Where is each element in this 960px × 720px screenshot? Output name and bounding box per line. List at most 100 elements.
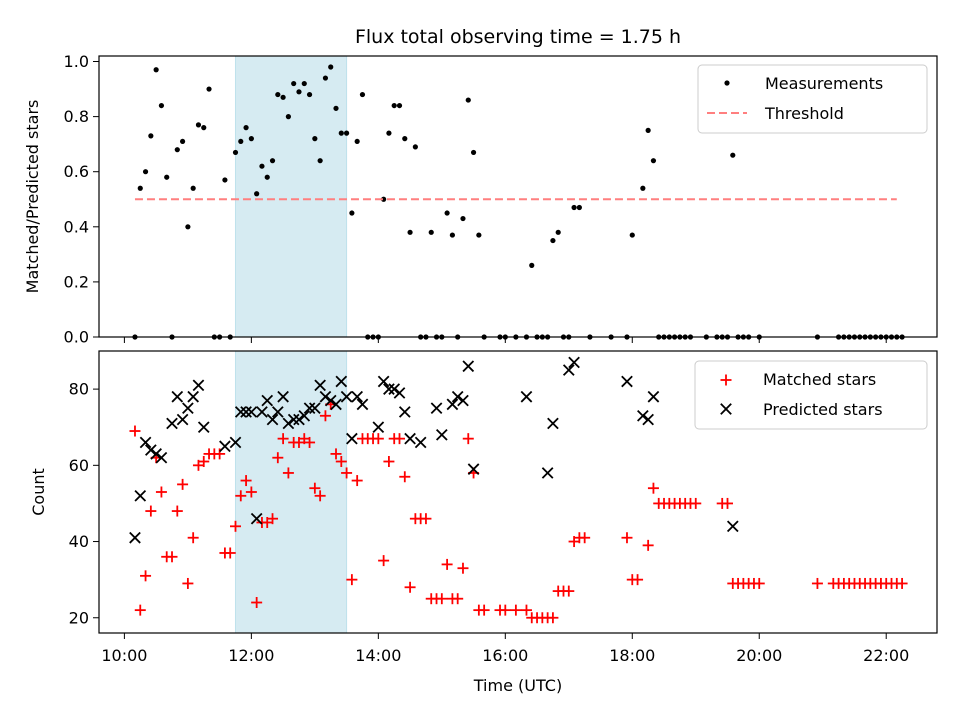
matched-star-point xyxy=(330,448,342,460)
measurement-point xyxy=(571,204,577,211)
matched-star-point xyxy=(520,604,532,616)
measurement-point xyxy=(275,91,281,98)
top-legend: Measurements Threshold xyxy=(697,64,928,134)
top-x-axis xyxy=(123,337,887,343)
predicted-star-point xyxy=(457,394,469,407)
bottom-x-axis: 10:00 12:00 14:00 16:00 18:00 20:00 22:00 xyxy=(101,633,909,665)
predicted-star-point xyxy=(642,413,654,426)
measurement-point xyxy=(391,102,397,109)
measurement-point xyxy=(164,174,170,180)
top-y-axis-label: Matched/Predicted stars xyxy=(23,100,42,294)
predicted-star-point xyxy=(250,512,263,525)
top-y-tick-label: 0.4 xyxy=(64,217,89,236)
matched-star-point xyxy=(896,577,908,589)
predicted-star-point xyxy=(393,387,406,399)
matched-star-point xyxy=(166,551,178,563)
matched-star-point xyxy=(632,574,644,586)
matched-star-point xyxy=(282,467,294,479)
measurement-point xyxy=(465,97,471,103)
predicted-star-point xyxy=(621,375,633,388)
bottom-legend: Matched stars Predicted stars xyxy=(694,360,928,430)
measurement-point xyxy=(291,80,297,87)
predicted-star-point xyxy=(298,409,311,422)
matched-star-point xyxy=(171,505,183,517)
matched-star-point xyxy=(251,597,263,609)
bottom-y-tick-label: 40 xyxy=(69,532,89,551)
bottom-y-tick-label: 80 xyxy=(69,380,89,399)
measurement-point xyxy=(232,149,239,156)
measurement-point xyxy=(354,138,360,145)
predicted-star-point xyxy=(568,356,580,369)
predicted-star-point xyxy=(726,520,739,533)
matched-star-point xyxy=(134,604,146,616)
matched-star-point xyxy=(510,604,522,616)
measurement-point xyxy=(381,196,387,202)
bottom-y-tick-label: 60 xyxy=(69,456,89,475)
top-highlight-band xyxy=(234,55,348,338)
matched-star-point xyxy=(235,490,247,502)
measurement-point xyxy=(402,136,408,142)
measurement-point xyxy=(359,91,366,98)
predicted-star-point xyxy=(377,375,390,388)
legend-threshold-label: Threshold xyxy=(764,104,844,123)
measurement-point xyxy=(338,130,344,136)
predicted-star-point xyxy=(240,406,252,418)
predicted-star-point xyxy=(229,436,242,449)
bottom-panel: 20 40 60 80 10:00 12:00 14:00 16:00 18:00 20:00 2… xyxy=(29,350,938,695)
measurement-point xyxy=(460,215,466,222)
matched-star-point xyxy=(335,456,347,468)
top-y-tick-label: 0.8 xyxy=(64,107,89,126)
matched-star-point xyxy=(399,471,411,483)
predicted-star-point xyxy=(129,531,141,544)
measurement-point xyxy=(412,144,418,150)
matched-star-point xyxy=(155,486,167,498)
predicted-star-point xyxy=(335,375,348,388)
predicted-star-point xyxy=(309,402,321,414)
top-y-tick-label: 1.0 xyxy=(64,52,89,71)
predicted-star-point xyxy=(451,390,464,403)
predicted-star-point xyxy=(256,406,268,418)
matched-star-point xyxy=(383,456,395,468)
predicted-star-point xyxy=(462,360,475,373)
predicted-star-point xyxy=(271,406,284,418)
measurement-point xyxy=(322,75,329,81)
matched-star-point xyxy=(214,448,226,460)
predicted-star-point xyxy=(637,409,649,422)
matched-star-point xyxy=(341,467,353,479)
predicted-star-point xyxy=(404,432,416,445)
bottom-x-tick-label: 10:00 xyxy=(101,646,147,665)
predicted-star-point xyxy=(171,390,184,403)
bottom-y-axis: 20 40 60 80 xyxy=(69,380,99,627)
measurement-point xyxy=(306,91,313,98)
bottom-x-tick-label: 14:00 xyxy=(355,646,401,665)
predicted-star-point xyxy=(150,448,162,460)
legend-matched-marker xyxy=(720,374,732,386)
predicted-star-point xyxy=(383,383,395,395)
matched-star-point xyxy=(436,593,448,605)
matched-star-point xyxy=(441,558,453,570)
predicted-star-point xyxy=(277,390,289,403)
measurement-point xyxy=(444,210,450,216)
predicted-star-point xyxy=(562,364,575,376)
measurement-point xyxy=(179,138,186,145)
predicted-star-point xyxy=(166,417,178,430)
measurement-point xyxy=(222,177,228,183)
measurement-point xyxy=(174,147,180,153)
predicted-star-point xyxy=(388,383,401,395)
matched-star-point xyxy=(245,486,257,498)
matched-star-point xyxy=(462,433,474,445)
matched-star-point xyxy=(314,490,326,502)
measurement-point xyxy=(137,185,143,191)
matched-star-point xyxy=(182,577,194,589)
predicted-star-point xyxy=(155,451,168,464)
matched-star-point xyxy=(224,547,236,559)
predicted-star-point xyxy=(467,463,480,475)
bottom-x-tick-label: 22:00 xyxy=(863,646,909,665)
matched-star-point xyxy=(277,433,289,445)
matched-star-point xyxy=(420,513,432,525)
measurement-point xyxy=(238,138,244,145)
matched-star-point xyxy=(319,410,331,422)
matched-star-point xyxy=(642,539,654,551)
measurement-point xyxy=(650,158,657,164)
